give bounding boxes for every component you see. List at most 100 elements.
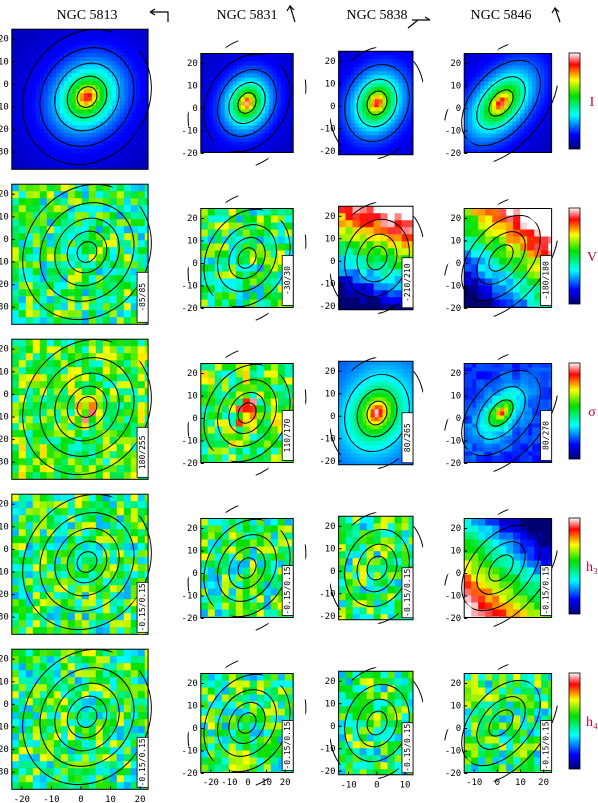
map-cell: [272, 145, 278, 150]
map-cell: [119, 85, 125, 90]
map-cell: [131, 169, 137, 170]
map-cell: [74, 247, 83, 255]
map-cell: [366, 111, 372, 116]
map-cell: [83, 153, 89, 158]
map-cell: [284, 560, 293, 568]
map-cell: [362, 143, 368, 148]
map-cell: [143, 157, 149, 162]
map-cell: [74, 543, 83, 551]
map-cell: [139, 113, 145, 118]
map-cell: [102, 184, 111, 192]
map-cell: [207, 454, 216, 462]
map-cell: [55, 149, 61, 154]
map-cell: [200, 93, 206, 98]
map-cell: [119, 65, 125, 70]
map-cell: [95, 536, 104, 544]
map-cell: [81, 205, 90, 213]
map-cell: [67, 254, 76, 262]
map-cell: [216, 149, 222, 153]
map-cell: [83, 109, 89, 114]
map-cell: [228, 53, 234, 58]
map-cell: [60, 339, 69, 347]
map-cell: [53, 754, 62, 762]
map-cell: [249, 574, 258, 582]
map-cell: [277, 602, 286, 610]
map-cell: [236, 113, 242, 118]
map-cell: [214, 215, 223, 223]
map-cell: [123, 89, 129, 94]
map-cell: [95, 789, 104, 790]
map-cell: [60, 670, 69, 678]
map-cell: [115, 105, 121, 110]
map-cell: [75, 49, 81, 54]
map-cell: [31, 73, 37, 78]
map-cell: [27, 93, 33, 98]
map-cell: [83, 113, 89, 118]
map-cell: [130, 479, 139, 480]
map-cell: [277, 292, 286, 300]
map-cell: [18, 367, 27, 375]
map-cell: [386, 135, 392, 140]
map-cell: [249, 285, 258, 293]
map-cell: [270, 680, 279, 688]
map-cell: [235, 602, 244, 610]
map-cell: [135, 109, 141, 114]
map-cell: [95, 592, 104, 600]
map-cell: [103, 53, 109, 58]
map-cell: [354, 91, 360, 96]
map-cell: [35, 97, 41, 102]
map-cell: [35, 65, 41, 70]
map-cell: [366, 107, 372, 112]
map-cell: [137, 557, 146, 565]
map-cell: [95, 165, 101, 170]
map-cell: [39, 444, 48, 452]
map-cell: [31, 77, 37, 82]
map-cell: [71, 73, 77, 78]
map-cell: [109, 339, 118, 347]
map-cell: [116, 205, 125, 213]
map-cell: [81, 557, 90, 565]
map-cell: [39, 113, 45, 118]
map-cell: [277, 525, 286, 533]
map-cell: [130, 268, 139, 276]
map-cell: [47, 97, 53, 102]
map-cell: [59, 61, 65, 66]
map-cell: [18, 599, 27, 607]
map-cell: [144, 479, 149, 480]
map-cell: [79, 109, 85, 114]
map-cell: [27, 161, 33, 166]
map-cell: [39, 165, 45, 170]
map-cell: [224, 57, 230, 62]
map-cell: [32, 360, 41, 368]
map-cell: [111, 101, 117, 106]
map-cell: [346, 63, 352, 68]
map-cell: [95, 133, 101, 138]
map-cell: [123, 141, 129, 146]
map-cell: [256, 77, 262, 82]
map-cell: [39, 268, 48, 276]
map-cell: [46, 310, 55, 318]
map-cell: [249, 701, 258, 709]
map-cell: [32, 444, 41, 452]
map-cell: [109, 684, 118, 692]
map-cell: [228, 687, 237, 695]
map-cell: [43, 161, 49, 166]
map-cell: [74, 557, 83, 565]
map-cell: [87, 89, 93, 94]
map-cell: [53, 254, 62, 262]
map-cell: [19, 57, 25, 62]
map-cell: [139, 33, 145, 38]
map-cell: [127, 121, 133, 126]
map-cell: [137, 219, 146, 227]
map-cell: [116, 775, 125, 783]
y-tick-label: 0: [3, 235, 8, 245]
map-cell: [95, 240, 104, 248]
map-cell: [130, 571, 139, 579]
map-cell: [277, 363, 286, 371]
map-cell: [123, 522, 132, 530]
map-cell: [74, 472, 83, 480]
map-cell: [139, 49, 145, 54]
map-cell: [95, 613, 104, 621]
map-cell: [109, 501, 118, 509]
column-title: NGC 5831: [216, 8, 277, 23]
